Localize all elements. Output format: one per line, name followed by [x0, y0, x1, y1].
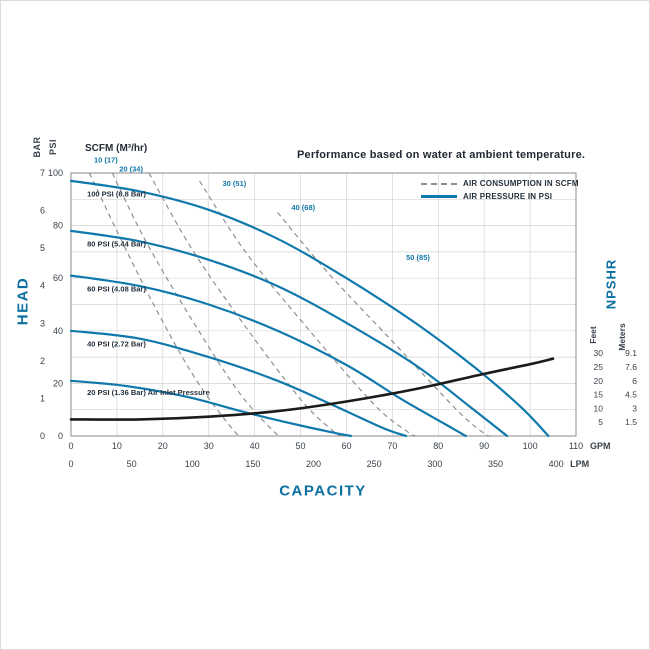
air-consumption-curve-label: 10 (17)	[94, 155, 118, 164]
capacity-axis-title: CAPACITY	[279, 482, 367, 500]
x-tick-lpm: 100	[185, 459, 200, 469]
right-tick-feet: 20	[594, 376, 604, 386]
right-tick-feet: 15	[594, 390, 604, 400]
y-tick-psi: 100	[48, 168, 63, 178]
y-tick-psi: 40	[53, 326, 63, 336]
legend-label-air-consumption: AIR CONSUMPTION IN SCFM	[463, 179, 579, 188]
air-consumption-curve-label: 40 (68)	[291, 203, 315, 212]
x-tick-gpm: 0	[68, 441, 73, 451]
right-tick-feet: 25	[594, 362, 604, 372]
right-tick-meters: 6	[632, 376, 637, 386]
x-tick-lpm: 200	[306, 459, 321, 469]
npshr-curve	[69, 357, 555, 421]
x-tick-gpm: 60	[341, 441, 351, 451]
feet-axis-header: Feet	[588, 326, 598, 344]
air-pressure-curve	[69, 329, 408, 438]
x-unit-lpm: LPM	[570, 459, 589, 469]
meters-axis-header: Meters	[617, 323, 627, 351]
head-axis-title: HEAD	[14, 276, 32, 326]
air-pressure-curve	[69, 379, 353, 438]
y-tick-psi: 60	[53, 273, 63, 283]
npshr-axis-title: NPSHR	[603, 258, 619, 310]
x-tick-lpm: 250	[367, 459, 382, 469]
psi-axis-title: PSI	[48, 138, 58, 156]
air-pressure-curve-label: 40 PSI (2.72 Bar)	[87, 340, 146, 349]
legend-item-air-pressure: AIR PRESSURE IN PSI	[421, 192, 579, 201]
y-tick-bar: 3	[40, 318, 45, 328]
x-tick-gpm: 50	[296, 441, 306, 451]
right-tick-meters: 1.5	[625, 417, 637, 427]
bar-axis-title: BAR	[32, 136, 42, 158]
x-tick-lpm: 0	[68, 459, 73, 469]
air-consumption-curve	[198, 180, 416, 437]
air-pressure-curve	[69, 179, 550, 438]
y-tick-psi: 20	[53, 378, 63, 388]
right-tick-meters: 4.5	[625, 390, 637, 400]
right-tick-meters: 3	[632, 403, 637, 413]
right-tick-feet: 30	[594, 348, 604, 358]
x-tick-gpm: 100	[523, 441, 538, 451]
x-tick-gpm: 10	[112, 441, 122, 451]
air-pressure-curve-label: 80 PSI (5.44 Bar)	[87, 240, 146, 249]
x-tick-gpm: 110	[569, 441, 583, 451]
air-pressure-curve	[69, 229, 509, 438]
air-consumption-curve-label: 30 (51)	[223, 179, 247, 188]
air-pressure-curve-label: 60 PSI (4.08 Bar)	[87, 284, 146, 293]
solid-line-sample	[421, 195, 457, 198]
y-tick-bar: 5	[40, 243, 45, 253]
chart-title: Performance based on water at ambient te…	[297, 149, 586, 161]
plot-border	[70, 172, 577, 437]
y-tick-bar: 4	[40, 281, 45, 291]
air-consumption-curve	[88, 172, 242, 437]
dashed-line-sample	[421, 182, 457, 185]
x-tick-gpm: 20	[158, 441, 168, 451]
x-tick-gpm: 30	[204, 441, 214, 451]
air-consumption-curve	[277, 212, 494, 437]
y-tick-bar: 6	[40, 206, 45, 216]
x-tick-lpm: 400	[549, 459, 564, 469]
x-tick-gpm: 40	[250, 441, 260, 451]
right-tick-meters: 9.1	[625, 348, 637, 358]
air-pressure-curve-label: 100 PSI (6.8 Bar)	[87, 190, 146, 199]
x-tick-lpm: 350	[488, 459, 503, 469]
air-consumption-curve-label: 50 (85)	[406, 253, 430, 262]
air-consumption-curve	[111, 172, 283, 437]
air-pressure-curve	[69, 274, 467, 438]
x-tick-lpm: 300	[427, 459, 442, 469]
scfm-axis-header: SCFM (M³/hr)	[85, 143, 148, 154]
right-tick-feet: 5	[598, 417, 603, 427]
x-unit-gpm: GPM	[590, 441, 611, 451]
y-tick-bar: 7	[40, 168, 45, 178]
y-tick-psi: 80	[53, 221, 63, 231]
air-pressure-curve-label: 20 PSI (1.36 Bar) Air Inlet Pressure	[87, 388, 210, 397]
y-tick-psi: 0	[58, 431, 63, 441]
right-tick-feet: 10	[594, 403, 604, 413]
air-consumption-curve-label: 20 (34)	[119, 165, 143, 174]
air-consumption-curve	[148, 172, 343, 437]
legend-label-air-pressure: AIR PRESSURE IN PSI	[463, 192, 553, 201]
legend-item-air-consumption: AIR CONSUMPTION IN SCFM	[421, 179, 579, 188]
right-tick-meters: 7.6	[625, 362, 637, 372]
y-tick-bar: 1	[40, 393, 45, 403]
x-tick-gpm: 80	[433, 441, 443, 451]
y-tick-bar: 0	[40, 431, 45, 441]
legend: AIR CONSUMPTION IN SCFM AIR PRESSURE IN …	[421, 179, 579, 201]
y-tick-bar: 2	[40, 356, 45, 366]
x-tick-lpm: 150	[245, 459, 260, 469]
x-tick-lpm: 50	[127, 459, 137, 469]
x-tick-gpm: 90	[479, 441, 489, 451]
x-tick-gpm: 70	[387, 441, 397, 451]
